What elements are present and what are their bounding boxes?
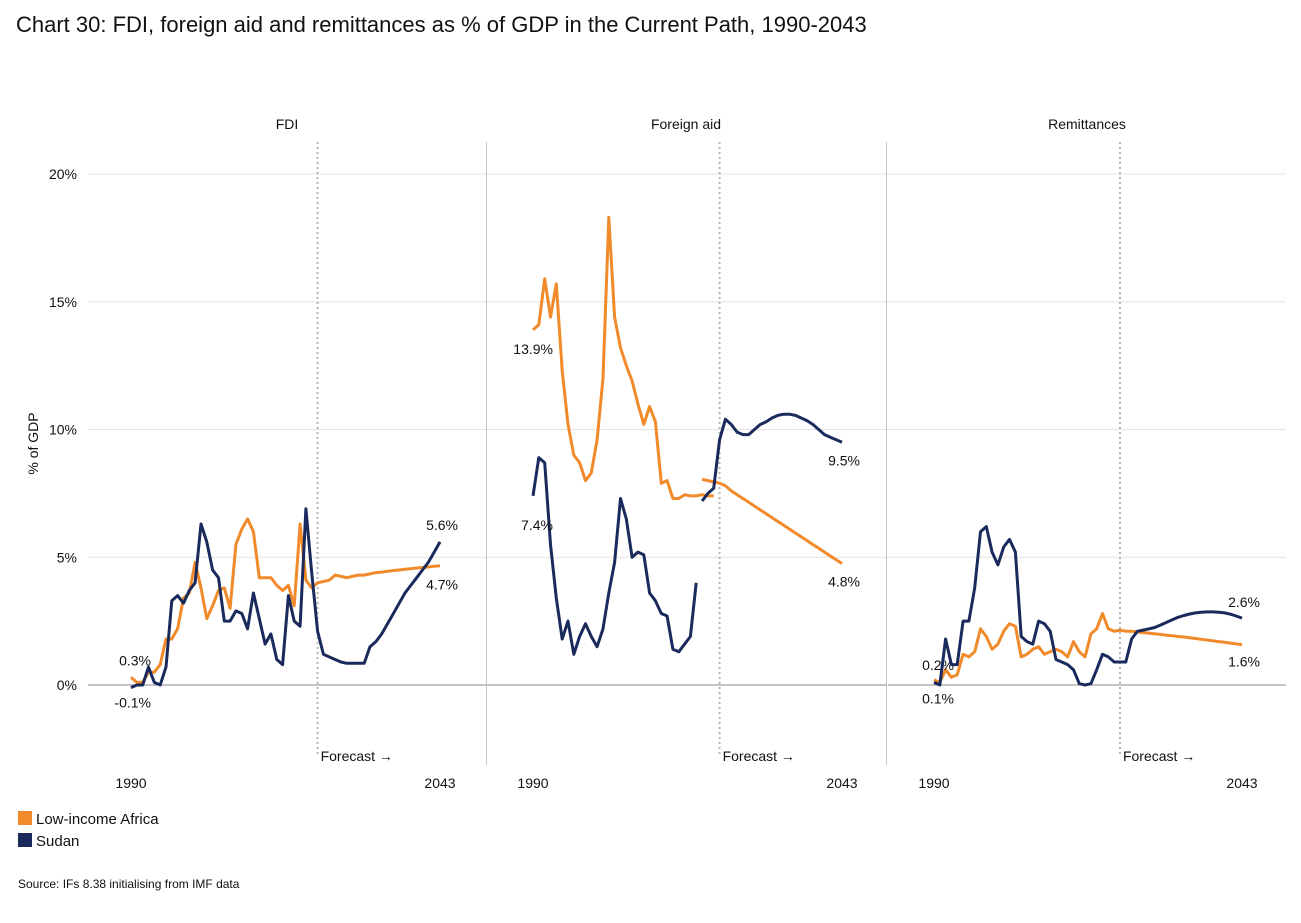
source-note: Source: IFs 8.38 initialising from IMF d… — [18, 877, 240, 891]
series-line-fdi-sudan-0 — [130, 507, 442, 689]
series-line-foreign-aid-low-income-africa-1 — [701, 477, 843, 565]
series-line-foreign-aid-sudan-0 — [531, 456, 698, 656]
x-tick-label-1990: 1990 — [115, 775, 146, 791]
end-label-foreign-aid-sudan: 9.5% — [828, 452, 860, 468]
end-label-remittances-low-income-africa: 1.6% — [1228, 654, 1260, 670]
legend-swatch-sudan — [18, 833, 32, 847]
series-line-foreign-aid-low-income-africa-0 — [531, 215, 714, 500]
y-tick-label: 20% — [49, 166, 77, 182]
x-tick-label-1990: 1990 — [517, 775, 548, 791]
start-label-fdi-sudan: -0.1% — [114, 695, 151, 711]
y-axis-label: % of GDP — [25, 412, 41, 474]
forecast-label-fdi: Forecast → — [321, 748, 393, 764]
series-line-fdi-low-income-africa-0 — [130, 517, 441, 684]
y-tick-label: 0% — [57, 677, 77, 693]
legend-item-sudan[interactable]: Sudan — [18, 833, 79, 850]
series-line-remittances-low-income-africa-0 — [933, 612, 1243, 684]
start-label-foreign-aid-low-income-africa: 13.9% — [513, 341, 553, 357]
x-tick-label-2043: 2043 — [424, 775, 455, 791]
series-line-foreign-aid-sudan-1 — [700, 412, 843, 502]
forecast-label-foreign-aid: Forecast → — [723, 748, 795, 764]
series-line-remittances-sudan-0 — [933, 525, 1243, 687]
chart-title: Chart 30: FDI, foreign aid and remittanc… — [16, 12, 867, 37]
legend-label-sudan: Sudan — [36, 833, 80, 850]
y-tick-label: 15% — [49, 294, 77, 310]
start-label-remittances-sudan: 0.1% — [922, 690, 954, 706]
y-tick-label: 10% — [49, 422, 77, 438]
y-tick-label: 5% — [57, 549, 77, 565]
start-label-foreign-aid-sudan: 7.4% — [521, 517, 553, 533]
x-tick-label-1990: 1990 — [918, 775, 949, 791]
panel-title-fdi: FDI — [276, 116, 299, 132]
end-label-fdi-low-income-africa: 4.7% — [426, 577, 458, 593]
legend-swatch-low-income-africa — [18, 811, 32, 825]
panel-title-remittances: Remittances — [1048, 116, 1126, 132]
end-label-remittances-sudan: 2.6% — [1228, 594, 1260, 610]
end-label-foreign-aid-low-income-africa: 4.8% — [828, 574, 860, 590]
start-label-remittances-low-income-africa: 0.2% — [922, 657, 954, 673]
x-tick-label-2043: 2043 — [826, 775, 857, 791]
x-tick-label-2043: 2043 — [1226, 775, 1257, 791]
legend-item-low-income-africa[interactable]: Low-income Africa — [18, 811, 159, 828]
forecast-label-remittances: Forecast → — [1123, 748, 1195, 764]
panel-title-foreign-aid: Foreign aid — [651, 116, 721, 132]
legend-label-low-income-africa: Low-income Africa — [36, 811, 159, 828]
start-label-fdi-low-income-africa: 0.3% — [119, 652, 151, 668]
end-label-fdi-sudan: 5.6% — [426, 517, 458, 533]
